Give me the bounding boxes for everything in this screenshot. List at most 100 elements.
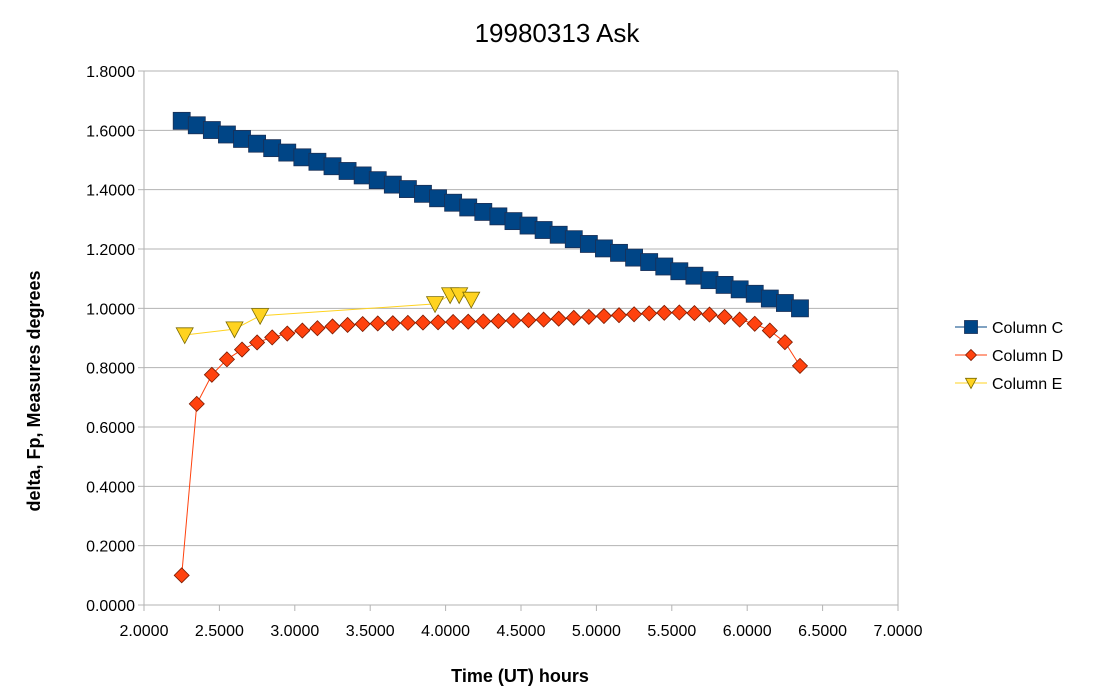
- data-point-column-c: [308, 152, 327, 171]
- data-point-column-d: [475, 313, 492, 330]
- data-point-column-d: [716, 308, 733, 326]
- data-point-column-c: [278, 143, 297, 162]
- y-tick-label: 0.0000: [86, 598, 135, 615]
- data-point-column-d: [776, 334, 793, 351]
- x-tick-label: 4.5000: [497, 623, 546, 640]
- legend-marker-column-e: [964, 377, 978, 390]
- data-point-column-d: [249, 334, 266, 351]
- data-point-column-d: [354, 315, 371, 333]
- data-point-column-d: [264, 329, 281, 346]
- x-tick-label: 6.5000: [798, 623, 847, 640]
- data-point-column-d: [218, 351, 236, 368]
- data-point-column-d: [203, 366, 220, 383]
- series-column-e: [175, 287, 481, 345]
- x-tick-label: 3.0000: [270, 623, 319, 640]
- data-point-column-c: [338, 162, 357, 180]
- data-point-column-d: [610, 307, 628, 324]
- legend-entry-column-e: Column E: [955, 376, 1062, 393]
- data-point-column-c: [700, 271, 719, 290]
- legend-entry-column-d: Column D: [955, 348, 1063, 365]
- data-point-column-c: [745, 284, 764, 303]
- x-tick-label: 3.5000: [346, 623, 395, 640]
- data-point-column-d: [791, 357, 809, 374]
- data-point-column-d: [324, 318, 341, 335]
- data-point-column-c: [459, 198, 478, 217]
- x-tick-label: 5.0000: [572, 623, 621, 640]
- data-point-column-c: [202, 121, 221, 139]
- x-tick-label: 7.0000: [874, 623, 923, 640]
- data-point-column-d: [595, 307, 613, 325]
- legend-label-column-d: Column D: [992, 348, 1063, 365]
- data-point-column-c: [323, 157, 342, 176]
- data-point-column-e: [425, 296, 445, 314]
- data-point-column-d: [339, 316, 356, 334]
- data-point-column-d: [173, 567, 190, 584]
- data-point-column-c: [398, 180, 417, 198]
- data-point-column-d: [520, 312, 537, 329]
- y-tick-label: 1.8000: [86, 64, 135, 81]
- data-point-column-c: [172, 111, 191, 130]
- data-point-column-d: [369, 315, 386, 332]
- data-point-column-c: [655, 257, 674, 276]
- data-point-column-c: [549, 225, 568, 244]
- data-point-column-c: [564, 230, 583, 249]
- data-point-column-d: [565, 309, 582, 326]
- data-point-column-c: [760, 289, 779, 308]
- data-point-column-c: [248, 134, 267, 153]
- data-point-column-d: [188, 395, 205, 412]
- data-point-column-c: [233, 130, 251, 148]
- data-point-column-c: [504, 212, 523, 231]
- series-column-d: [173, 304, 809, 584]
- data-point-column-c: [730, 280, 749, 299]
- data-point-column-d: [701, 306, 718, 323]
- data-point-column-d: [550, 310, 567, 327]
- data-point-column-c: [791, 299, 809, 318]
- x-axis-title: Time (UT) hours: [451, 666, 589, 686]
- data-point-column-c: [293, 148, 312, 167]
- data-point-column-c: [640, 253, 659, 271]
- y-tick-label: 1.4000: [86, 183, 135, 200]
- data-point-column-d: [384, 315, 401, 332]
- x-tick-label: 5.5000: [647, 623, 696, 640]
- x-tick-label: 2.0000: [120, 623, 169, 640]
- data-point-column-c: [187, 116, 206, 135]
- data-point-column-c: [534, 221, 553, 239]
- legend-entry-column-c: Column C: [955, 320, 1063, 337]
- y-tick-label: 0.2000: [86, 539, 135, 556]
- series-column-c: [172, 111, 809, 318]
- data-point-column-c: [263, 139, 282, 158]
- data-point-column-d: [309, 320, 326, 337]
- data-point-column-e: [175, 327, 194, 345]
- data-point-column-c: [383, 175, 402, 194]
- data-point-column-c: [595, 239, 613, 258]
- data-point-column-c: [489, 207, 508, 226]
- y-tick-labels: 0.0000 0.2000 0.4000 0.6000 0.8000 1.0000 1.20…: [86, 64, 135, 615]
- data-point-column-c: [429, 189, 447, 208]
- data-point-column-e: [225, 321, 244, 339]
- x-tick-labels: 2.0000 2.5000 3.0000 3.5000 4.0000 4.5000 5.00…: [120, 623, 923, 640]
- data-point-column-d: [761, 322, 778, 339]
- x-tick-label: 6.0000: [723, 623, 772, 640]
- data-point-column-c: [579, 235, 598, 253]
- data-point-column-c: [444, 193, 463, 212]
- legend: Column C Column D Column E: [955, 320, 1063, 393]
- legend-marker-column-d: [964, 348, 978, 362]
- data-point-column-c: [218, 125, 236, 144]
- series-layer: [172, 111, 809, 584]
- data-point-column-d: [445, 313, 462, 331]
- data-point-column-c: [414, 184, 432, 203]
- data-point-column-d: [399, 314, 416, 331]
- y-axis-title: delta, Fp, Measures degrees: [24, 270, 44, 511]
- data-point-column-d: [505, 312, 522, 329]
- data-point-column-d: [686, 305, 703, 322]
- data-point-column-d: [233, 341, 251, 358]
- y-tick-label: 1.0000: [86, 301, 135, 318]
- data-point-column-c: [625, 248, 643, 267]
- data-point-column-d: [641, 305, 658, 322]
- data-point-column-e: [250, 308, 270, 326]
- y-tick-label: 0.8000: [86, 361, 135, 378]
- axes: [138, 70, 899, 611]
- x-tick-label: 2.5000: [195, 623, 244, 640]
- data-point-column-d: [626, 306, 643, 323]
